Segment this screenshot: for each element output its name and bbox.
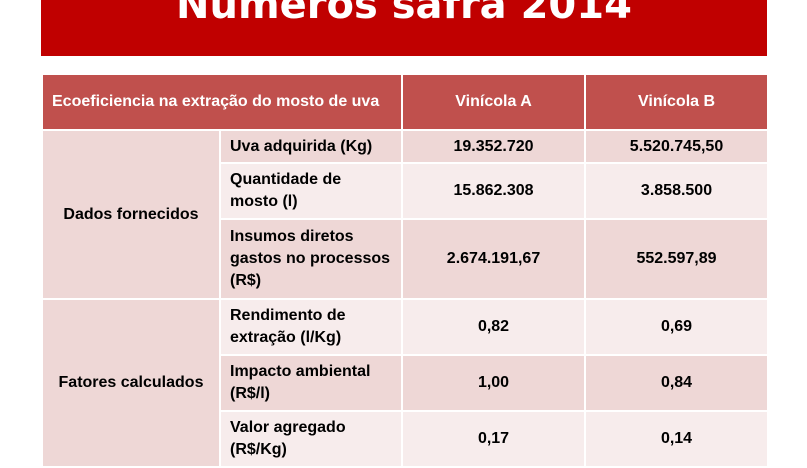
safra-table: Ecoeficiencia na extração do mosto de uv…	[40, 73, 770, 468]
row-label: Rendimento de extração (l/Kg)	[218, 298, 404, 356]
title-banner: Números safra 2014	[41, 0, 767, 56]
row-label: Uva adquirida (Kg)	[218, 129, 404, 164]
cell-vinicola-b: 3.858.500	[584, 162, 770, 220]
cell-vinicola-b: 0,84	[584, 354, 770, 412]
table-header-row: Ecoeficiencia na extração do mosto de uv…	[40, 73, 770, 131]
header-vinicola-a: Vinícola A	[401, 73, 587, 131]
cell-vinicola-b: 0,14	[584, 410, 770, 468]
header-vinicola-b: Vinícola B	[584, 73, 770, 131]
cell-vinicola-b: 5.520.745,50	[584, 129, 770, 164]
table-row: Quantidade de mosto (l) 15.862.308 3.858…	[42, 162, 770, 220]
cell-vinicola-a: 2.674.191,67	[401, 218, 587, 300]
header-first-column: Ecoeficiencia na extração do mosto de uv…	[40, 73, 404, 131]
cell-vinicola-a: 0,82	[401, 298, 587, 356]
row-label: Quantidade de mosto (l)	[218, 162, 404, 220]
row-label: Insumos diretos gastos no processos (R$)	[218, 218, 404, 300]
cell-vinicola-b: 552.597,89	[584, 218, 770, 300]
group-label-dados-fornecidos: Dados fornecidos	[41, 129, 221, 300]
cell-vinicola-a: 19.352.720	[401, 129, 587, 164]
table-row: Impacto ambiental (R$/l) 1,00 0,84	[42, 354, 770, 412]
table-row: Fatores calculados Rendimento de extraçã…	[41, 298, 770, 468]
table-row: Valor agregado (R$/Kg) 0,17 0,14	[42, 410, 770, 468]
row-label: Valor agregado (R$/Kg)	[218, 410, 404, 468]
cell-vinicola-b: 0,69	[584, 298, 770, 356]
row-label: Impacto ambiental (R$/l)	[218, 354, 404, 412]
cell-vinicola-a: 0,17	[401, 410, 587, 468]
cell-vinicola-a: 15.862.308	[401, 162, 587, 220]
table-row: Dados fornecidos Uva adquirida (Kg) 19.3…	[41, 129, 770, 300]
cell-vinicola-a: 1,00	[401, 354, 587, 412]
page-title: Números safra 2014	[176, 0, 632, 28]
table-row: Insumos diretos gastos no processos (R$)…	[42, 218, 770, 300]
group-label-fatores-calculados: Fatores calculados	[41, 298, 221, 468]
